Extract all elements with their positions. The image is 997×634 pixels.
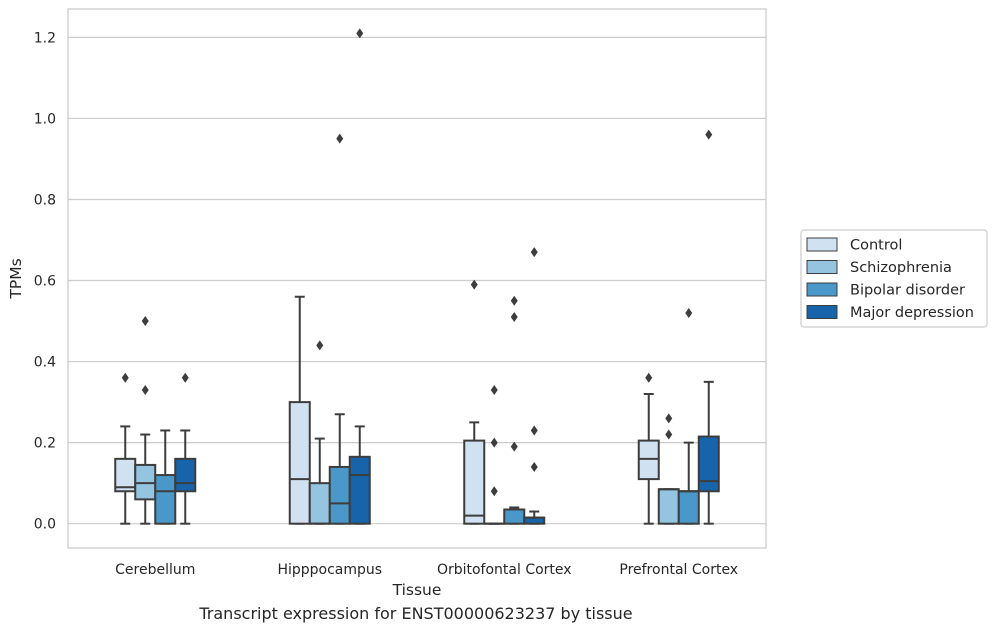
legend-swatch: [806, 305, 838, 319]
legend-label: Schizophrenia: [850, 260, 952, 276]
y-tick-label: 1.0: [34, 111, 56, 127]
y-tick-label: 0.8: [34, 192, 56, 208]
outlier-point: [510, 312, 518, 322]
box-control: [463, 279, 486, 525]
box-body: [348, 455, 371, 525]
box-body: [328, 465, 351, 525]
box-body: [677, 490, 700, 525]
box-body: [154, 474, 177, 525]
box-major-depression: [174, 372, 197, 525]
box-body: [308, 482, 331, 525]
box-body: [697, 435, 720, 493]
box-major-depression: [697, 129, 720, 525]
box-body: [657, 488, 680, 525]
y-axis-ticks: 0.0 0.2 0.4 0.6 0.8 1.0 1.2: [34, 30, 56, 532]
box-groups: [114, 28, 720, 525]
box-schizophrenia: [134, 316, 157, 525]
box-bipolar-disorder: [677, 307, 700, 525]
legend-box: [800, 229, 988, 328]
outlier-point: [530, 247, 538, 258]
box-body: [637, 439, 660, 481]
outlier-point: [121, 372, 129, 383]
outlier-point: [490, 384, 498, 395]
box-bipolar-disorder: [154, 429, 177, 525]
outlier-point: [645, 372, 653, 383]
outlier-point: [530, 425, 538, 436]
legend-swatch: [806, 237, 838, 252]
legend: Control Schizophrenia Bipolar disorder Majo…: [800, 229, 988, 328]
box-body: [134, 463, 157, 501]
outlier-point: [530, 461, 538, 472]
legend-label: Control: [850, 238, 902, 254]
outlier-point: [665, 429, 673, 440]
y-axis-title: TPMs: [7, 258, 25, 299]
box-control: [637, 372, 660, 525]
box-schizophrenia: [657, 413, 680, 525]
x-tick-label: Cerebellum: [115, 562, 195, 578]
outlier-point: [336, 133, 344, 144]
box-bipolar-disorder: [328, 133, 351, 525]
x-tick-label: Hipppocampus: [277, 562, 382, 578]
legend-item: Control: [806, 237, 902, 254]
x-tick-label: Orbitofontal Cortex: [437, 562, 572, 578]
legend-label: Bipolar disorder: [850, 283, 965, 299]
grid-lines: [68, 36, 766, 525]
y-tick-label: 0.4: [34, 355, 56, 371]
box-schizophrenia: [308, 340, 331, 525]
y-tick-label: 0.6: [34, 274, 56, 290]
outlier-point: [510, 295, 518, 306]
outlier-point: [356, 28, 364, 39]
outlier-point: [141, 384, 149, 395]
box-control: [288, 295, 311, 525]
x-axis-title: Tissue: [392, 581, 442, 599]
y-tick-label: 0.2: [34, 436, 56, 452]
outlier-point: [665, 413, 673, 424]
legend-item: Major depression: [806, 305, 974, 321]
box-body: [503, 508, 526, 525]
x-tick-label: Prefrontal Cortex: [619, 562, 738, 578]
legend-swatch: [806, 260, 838, 274]
box-body: [463, 439, 486, 525]
outlier-point: [181, 372, 189, 383]
outlier-point: [470, 279, 478, 290]
outlier-point: [490, 486, 498, 497]
legend-item: Bipolar disorder: [806, 282, 965, 299]
outlier-point: [316, 340, 324, 351]
y-tick-label: 0.0: [34, 517, 56, 533]
outlier-point: [141, 316, 149, 327]
box-body: [174, 457, 197, 493]
box-body: [288, 401, 311, 525]
figure-caption: Transcript expression for ENST0000062323…: [199, 604, 633, 623]
box-bipolar-disorder: [503, 295, 526, 525]
box-schizophrenia: [483, 384, 506, 525]
outlier-point: [490, 437, 498, 448]
box-major-depression: [348, 28, 371, 525]
plot-frame: [67, 8, 767, 549]
box-control: [114, 372, 137, 525]
box-major-depression: [523, 247, 546, 525]
legend-swatch: [806, 282, 838, 297]
outlier-point: [685, 307, 693, 318]
x-axis-ticks: Cerebellum Hipppocampus Orbitofontal Corte…: [115, 562, 738, 578]
outlier-point: [510, 441, 518, 452]
outlier-point: [705, 129, 713, 140]
legend-item: Schizophrenia: [806, 260, 952, 276]
legend-label: Major depression: [850, 305, 974, 321]
y-tick-label: 1.2: [34, 30, 56, 46]
